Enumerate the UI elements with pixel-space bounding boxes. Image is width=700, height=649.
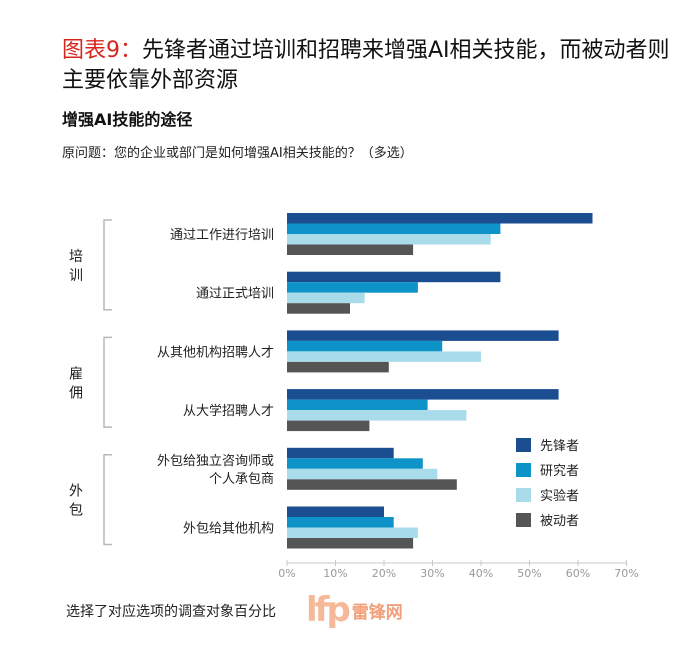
- chart-title: 图表9：先锋者通过培训和招聘来增强AI相关技能，而被动者则主要依靠外部资源: [62, 36, 672, 96]
- group-label-char: 外: [69, 484, 83, 500]
- bar-实验者-2: [287, 351, 481, 362]
- x-tick-label: 40%: [469, 567, 493, 580]
- x-tick-label: 30%: [420, 567, 444, 580]
- x-tick-label: 0%: [278, 567, 295, 580]
- watermark-text: 雷锋网: [351, 602, 403, 623]
- bar-研究者-0: [287, 223, 501, 234]
- group-label-char: 培: [69, 249, 83, 265]
- category-label: 外包给独立咨询师或: [157, 454, 274, 469]
- bar-实验者-4: [287, 468, 438, 480]
- bar-先锋者-3: [287, 389, 559, 400]
- group-label-char: 包: [69, 503, 83, 519]
- bar-研究者-5: [287, 517, 394, 528]
- bar-先锋者-2: [287, 330, 559, 341]
- group-label: 培训: [69, 249, 83, 284]
- chart-subtitle: 增强AI技能的途径: [62, 110, 193, 129]
- group-bracket: [103, 454, 112, 546]
- bar-研究者-4: [287, 458, 423, 469]
- group-label: 雇佣: [69, 365, 83, 401]
- x-tick-label: 20%: [372, 567, 396, 580]
- bar-先锋者-1: [287, 271, 501, 283]
- x-tick-label: 10%: [323, 567, 347, 580]
- group-bracket: [103, 336, 112, 428]
- bar-被动者-0: [287, 244, 414, 255]
- x-axis-note: 选择了对应选项的调查对象百分比: [66, 604, 276, 620]
- title-prefix: 图表9：: [62, 38, 142, 63]
- bar-被动者-2: [287, 361, 389, 373]
- bar-研究者-1: [287, 282, 418, 293]
- legend-swatch-先锋者: [516, 438, 531, 452]
- legend-label: 被动者: [540, 514, 579, 529]
- group-bracket: [103, 219, 112, 311]
- bar-实验者-5: [287, 527, 418, 538]
- bar-被动者-3: [287, 420, 370, 432]
- category-label: 通过正式培训: [196, 286, 274, 302]
- x-tick-label: 70%: [614, 567, 638, 580]
- bar-被动者-5: [287, 538, 414, 549]
- legend-swatch-研究者: [516, 463, 531, 477]
- legend-label: 先锋者: [540, 439, 579, 454]
- survey-question: 原问题：您的企业或部门是如何增强AI相关技能的？（多选）: [62, 146, 413, 161]
- category-label: 外包给其他机构: [183, 522, 274, 537]
- legend-label: 研究者: [540, 464, 579, 479]
- bar-先锋者-4: [287, 447, 394, 459]
- category-label: 通过工作进行培训: [170, 227, 274, 243]
- group-label-char: 佣: [69, 385, 83, 401]
- category-label: 从大学招聘人才: [183, 403, 274, 419]
- bar-先锋者-5: [287, 506, 384, 517]
- legend-swatch-被动者: [516, 513, 531, 527]
- category-label: 个人承包商: [209, 472, 274, 487]
- legend-swatch-实验者: [516, 488, 531, 502]
- bar-实验者-3: [287, 410, 467, 421]
- bar-被动者-1: [287, 303, 350, 314]
- watermark: lfp 雷锋网: [306, 590, 403, 630]
- group-label-char: 雇: [69, 365, 83, 382]
- group-label-char: 训: [69, 268, 83, 284]
- x-tick-label: 50%: [517, 567, 541, 580]
- watermark-logo-icon: lfp: [306, 590, 351, 630]
- x-tick-label: 60%: [566, 567, 590, 580]
- bar-先锋者-0: [287, 213, 593, 224]
- bar-研究者-3: [287, 399, 428, 411]
- bar-实验者-0: [287, 234, 491, 245]
- bar-实验者-1: [287, 292, 365, 304]
- legend-label: 实验者: [540, 488, 579, 504]
- category-label: 从其他机构招聘人才: [157, 345, 274, 360]
- group-label: 外包: [69, 484, 83, 519]
- title-text: 先锋者通过培训和招聘来增强AI相关技能，而被动者则主要依靠外部资源: [62, 38, 670, 93]
- bar-研究者-2: [287, 340, 443, 352]
- bar-被动者-4: [287, 479, 457, 490]
